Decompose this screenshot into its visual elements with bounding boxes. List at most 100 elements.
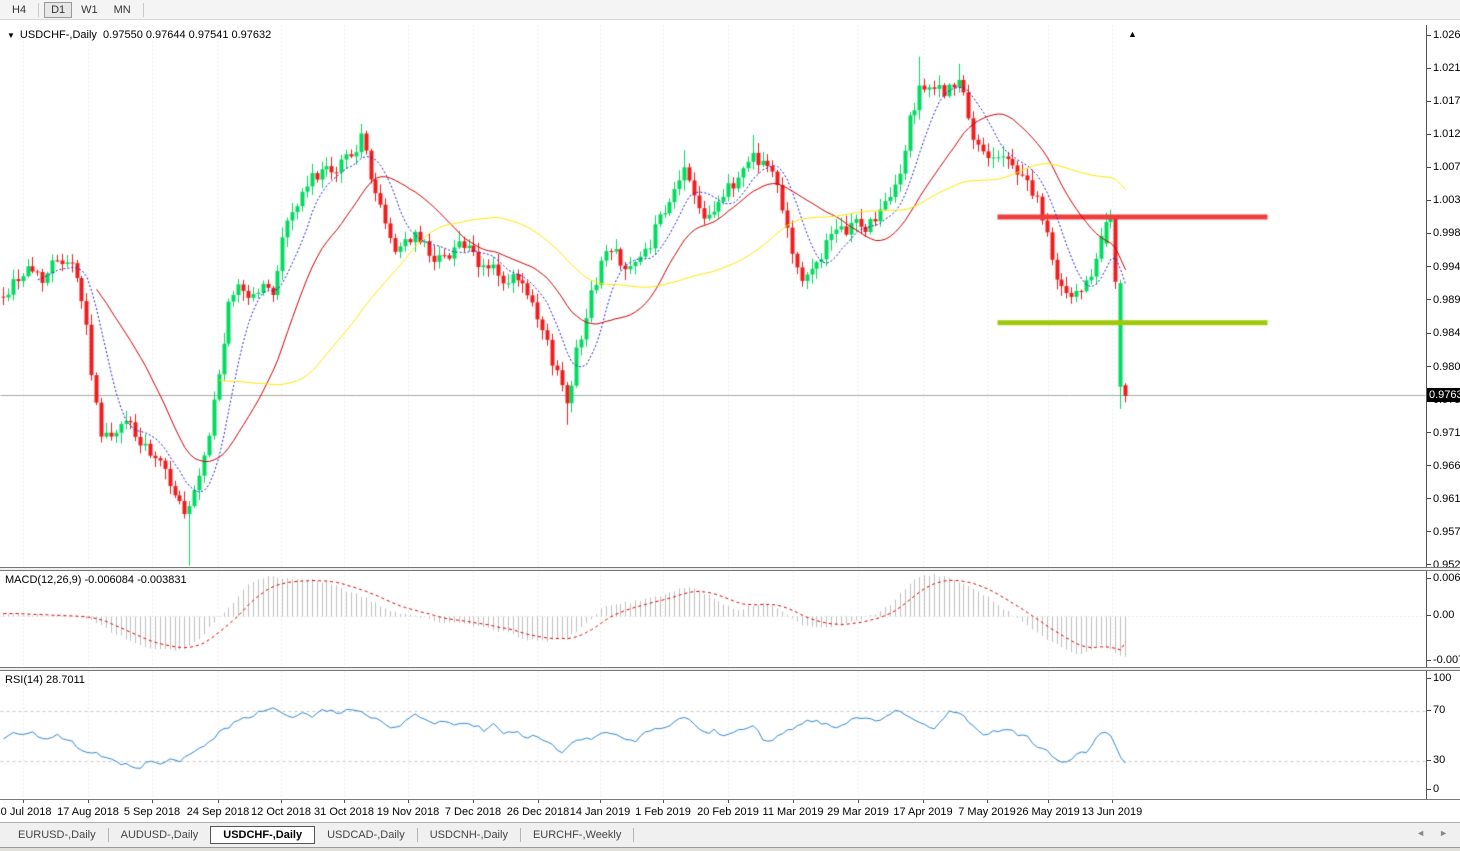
date-axis-tick (1048, 800, 1049, 803)
toolbar-separator (142, 2, 144, 17)
panel-splitter[interactable] (0, 567, 1460, 571)
timeframe-button-d1[interactable]: D1 (44, 1, 73, 18)
rsi-axis-label: 0 (1427, 783, 1439, 795)
date-axis-tick (793, 800, 794, 803)
date-axis-label: 7 May 2019 (958, 806, 1016, 818)
date-axis-label: 29 Mar 2019 (827, 806, 889, 818)
date-axis-tick (987, 800, 988, 803)
price-axis-label: 1.01250 (1427, 128, 1460, 140)
date-axis-tick (152, 800, 153, 803)
date-axis-label: 14 Jan 2019 (569, 806, 631, 818)
rsi-label: RSI(14) 28.7011 (5, 674, 85, 686)
symbol-expander-icon[interactable]: ▼ (7, 31, 15, 40)
price-axis-label: 1.01710 (1427, 95, 1460, 107)
price-axis-label: 0.99410 (1427, 261, 1460, 273)
timeframe-button-h4[interactable]: H4 (12, 3, 27, 16)
chart-tab-eurusd[interactable]: EURUSD-,Daily (18, 829, 96, 841)
price-axis-label: 0.99870 (1427, 227, 1460, 239)
date-axis-tick (600, 800, 601, 803)
chart-tab-usdcad[interactable]: USDCAD-,Daily (327, 829, 405, 841)
panel-splitter[interactable] (0, 667, 1460, 671)
tab-scroll-right-icon[interactable]: ► (1439, 828, 1448, 838)
date-axis-label: 7 Dec 2018 (444, 806, 502, 818)
chart-header: ▼ USDCHF-,Daily 0.97550 0.97644 0.97541 0… (7, 29, 271, 41)
timeframe-button-mn[interactable]: MN (113, 3, 131, 16)
date-axis-label: 11 Mar 2019 (762, 806, 824, 818)
date-axis-tick (408, 800, 409, 803)
price-chart-canvas[interactable] (0, 25, 1426, 567)
chart-shift-marker-icon[interactable]: ▲ (1128, 29, 1137, 39)
timeframe-button-w1[interactable]: W1 (81, 3, 98, 16)
date-axis-label: 12 Oct 2018 (251, 806, 311, 818)
rsi-axis-label: 30 (1427, 754, 1445, 766)
macd-axis-label: -0.007016 (1427, 654, 1460, 666)
tab-separator (519, 828, 521, 842)
date-axis-tick (858, 800, 859, 803)
macd-axis-label: 0.006257 (1427, 572, 1460, 584)
current-price-tag: 0.97632 (1427, 388, 1460, 403)
date-axis-label: 31 Oct 2018 (314, 806, 374, 818)
date-axis-tick (218, 800, 219, 803)
chart-tab-audusd[interactable]: AUDUSD-,Daily (120, 829, 199, 841)
date-axis-label: 17 Apr 2019 (893, 806, 953, 818)
chart-tab-usdcnh[interactable]: USDCNH-,Daily (429, 829, 508, 841)
rsi-axis-label: 100 (1427, 672, 1451, 684)
date-axis-label: 20 Feb 2019 (697, 806, 759, 818)
date-axis-label: 26 May 2019 (1016, 806, 1080, 818)
date-axis-label: 26 Dec 2018 (506, 806, 570, 818)
price-axis-label: 1.02630 (1427, 29, 1460, 41)
price-axis-label: 0.98950 (1427, 294, 1460, 306)
tab-separator (107, 828, 109, 842)
macd-canvas[interactable] (0, 571, 1426, 667)
price-axis-label: 0.95720 (1427, 526, 1460, 538)
date-axis-label: 24 Sep 2018 (186, 806, 250, 818)
toolbar-separator (38, 2, 40, 17)
rsi-panel: RSI(14) 28.7011 (0, 671, 1426, 799)
tab-separator (633, 828, 635, 842)
price-axis-label: 0.98480 (1427, 327, 1460, 339)
window-bottom-edge (0, 847, 1460, 851)
date-axis-tick (728, 800, 729, 803)
date-axis-label: 17 Aug 2018 (57, 806, 119, 818)
price-panel: ▼ USDCHF-,Daily 0.97550 0.97644 0.97541 0… (0, 25, 1426, 567)
date-axis-tick (473, 800, 474, 803)
macd-label: MACD(12,26,9) -0.006084 -0.003831 (5, 574, 187, 586)
date-axis-label: 30 Jul 2018 (0, 806, 52, 818)
price-axis-label: 0.96640 (1427, 460, 1460, 472)
date-axis-label: 13 Jun 2019 (1081, 806, 1143, 818)
price-axis-label: 1.00330 (1427, 194, 1460, 206)
tab-separator (416, 828, 418, 842)
chart-ohlc-values: 0.97550 0.97644 0.97541 0.97632 (103, 29, 272, 41)
right-price-axis[interactable]: 1.02630 1.02170 1.01710 1.01250 1.00790 1.003… (1427, 25, 1460, 799)
axis-frame-line (1426, 25, 1427, 799)
timeframe-toolbar: H4 D1 W1 MN (0, 0, 1460, 20)
date-axis[interactable]: 30 Jul 2018 17 Aug 2018 5 Sep 2018 24 Sep 2… (0, 799, 1460, 822)
date-axis-tick (88, 800, 89, 803)
date-axis-tick (1112, 800, 1113, 803)
price-axis-label: 0.97100 (1427, 427, 1460, 439)
rsi-canvas[interactable] (0, 671, 1426, 799)
tab-scroll-controls: ◄ ► (1416, 828, 1448, 838)
macd-panel: MACD(12,26,9) -0.006084 -0.003831 (0, 571, 1426, 667)
price-axis-label: 1.02170 (1427, 62, 1460, 74)
price-axis-label: 1.00790 (1427, 161, 1460, 173)
date-axis-label: 19 Nov 2018 (376, 806, 440, 818)
chart-symbol-label: USDCHF-,Daily (19, 29, 97, 41)
price-axis-label: 0.98020 (1427, 361, 1460, 373)
date-axis-tick (663, 800, 664, 803)
macd-axis-label: 0.00 (1427, 609, 1454, 621)
date-axis-tick (344, 800, 345, 803)
rsi-axis-label: 70 (1427, 704, 1445, 716)
chart-tab-usdchf[interactable]: USDCHF-,Daily (210, 826, 316, 844)
tab-scroll-left-icon[interactable]: ◄ (1416, 828, 1426, 838)
date-axis-tick (23, 800, 24, 803)
chart-tab-eurchf[interactable]: EURCHF-,Weekly (532, 829, 622, 841)
date-axis-tick (281, 800, 282, 803)
price-axis-label: 0.96180 (1427, 493, 1460, 505)
date-axis-label: 5 Sep 2018 (123, 806, 181, 818)
chart-tab-bar: EURUSD-,Daily AUDUSD-,Daily USDCHF-,Daily U… (0, 822, 1460, 847)
date-axis-tick (923, 800, 924, 803)
date-axis-label: 1 Feb 2019 (635, 806, 691, 818)
date-axis-tick (538, 800, 539, 803)
